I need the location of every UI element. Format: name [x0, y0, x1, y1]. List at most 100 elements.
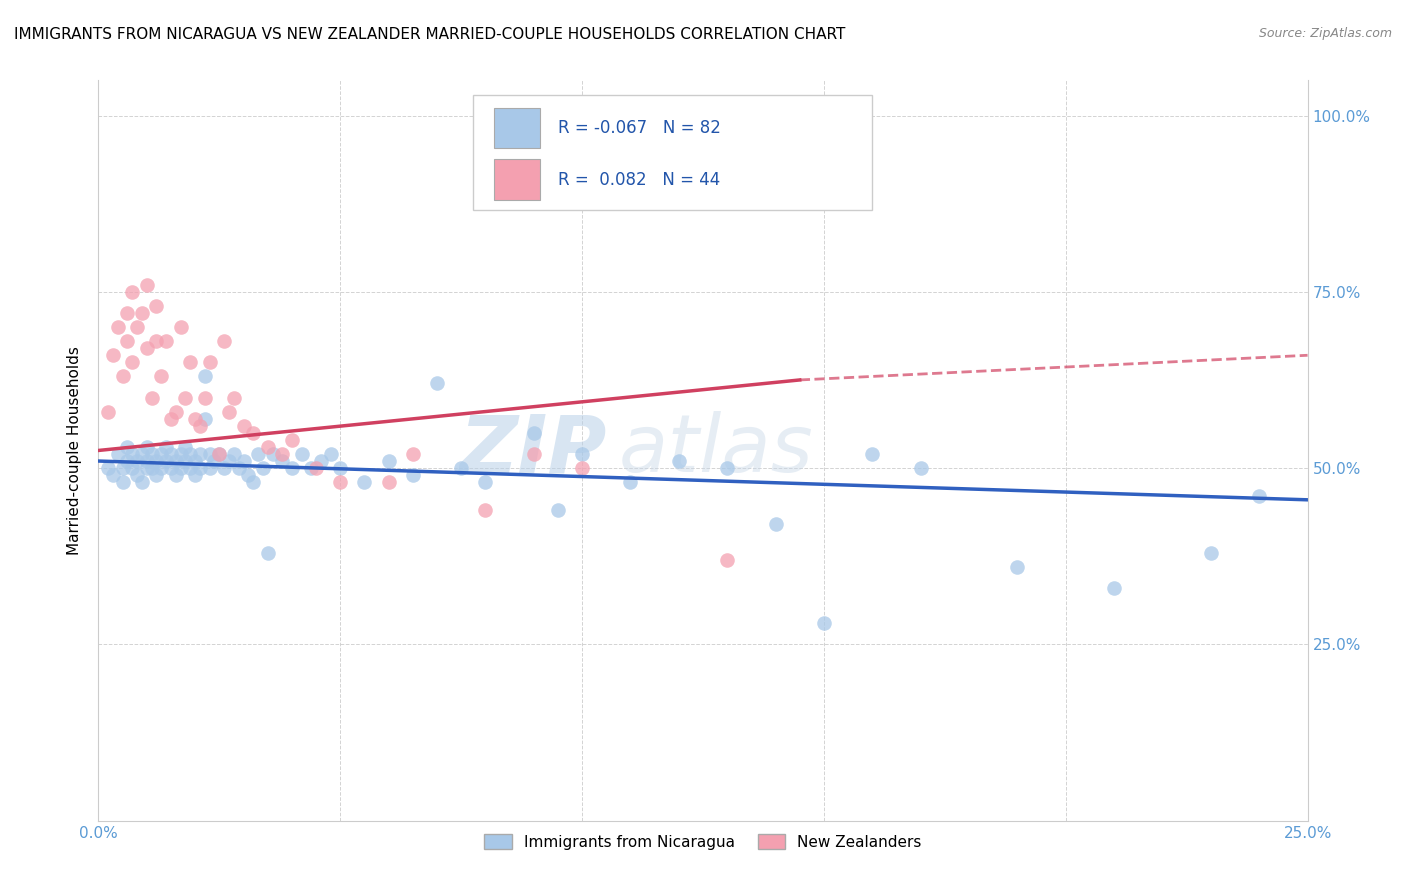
Point	[329, 461, 352, 475]
Point	[212, 461, 235, 475]
Point	[97, 461, 120, 475]
Point	[242, 475, 264, 490]
Y-axis label: Married-couple Households: Married-couple Households	[67, 346, 83, 555]
Point	[208, 447, 231, 461]
Point	[218, 405, 240, 419]
Point	[121, 447, 143, 461]
Point	[135, 440, 157, 454]
Point	[150, 461, 173, 475]
Point	[232, 454, 254, 468]
Point	[184, 468, 207, 483]
Point	[97, 405, 120, 419]
Point	[402, 468, 425, 483]
Point	[160, 461, 183, 475]
Point	[262, 447, 284, 461]
Point	[1199, 546, 1222, 560]
Point	[101, 468, 124, 483]
Point	[813, 616, 835, 631]
Point	[155, 454, 177, 468]
Point	[281, 433, 304, 447]
Point	[169, 461, 191, 475]
Text: IMMIGRANTS FROM NICARAGUA VS NEW ZEALANDER MARRIED-COUPLE HOUSEHOLDS CORRELATION: IMMIGRANTS FROM NICARAGUA VS NEW ZEALAND…	[14, 27, 845, 42]
Point	[117, 440, 139, 454]
Point	[121, 355, 143, 369]
Point	[121, 461, 143, 475]
Point	[571, 447, 593, 461]
Point	[145, 299, 167, 313]
Point	[474, 503, 496, 517]
Point	[198, 447, 221, 461]
Point	[271, 454, 294, 468]
Point	[238, 468, 260, 483]
Point	[228, 461, 250, 475]
Point	[668, 454, 690, 468]
Point	[329, 475, 352, 490]
Point	[716, 553, 738, 567]
Point	[135, 277, 157, 292]
Point	[271, 447, 294, 461]
Point	[426, 376, 449, 391]
Point	[194, 369, 217, 384]
Point	[184, 411, 207, 425]
Point	[169, 320, 191, 334]
Point	[117, 306, 139, 320]
Point	[145, 468, 167, 483]
Point	[111, 369, 134, 384]
Point	[319, 447, 342, 461]
Point	[377, 454, 399, 468]
Point	[184, 454, 207, 468]
Point	[145, 334, 167, 348]
Point	[218, 454, 240, 468]
Point	[204, 454, 226, 468]
Point	[179, 447, 201, 461]
Point	[101, 348, 124, 362]
Point	[1102, 581, 1125, 595]
Point	[198, 355, 221, 369]
Point	[256, 546, 278, 560]
Point	[377, 475, 399, 490]
Point	[252, 461, 274, 475]
FancyBboxPatch shape	[474, 95, 872, 210]
Point	[174, 391, 197, 405]
Point	[135, 454, 157, 468]
Point	[194, 411, 217, 425]
Point	[290, 447, 312, 461]
Point	[281, 461, 304, 475]
Point	[135, 341, 157, 355]
Point	[107, 320, 129, 334]
Point	[256, 440, 278, 454]
Point	[160, 411, 183, 425]
Point	[309, 454, 332, 468]
Point	[179, 355, 201, 369]
Point	[222, 447, 245, 461]
Text: R =  0.082   N = 44: R = 0.082 N = 44	[558, 171, 720, 189]
Point	[165, 454, 187, 468]
Point	[402, 447, 425, 461]
Point	[111, 475, 134, 490]
Point	[145, 454, 167, 468]
Point	[571, 461, 593, 475]
Point	[117, 454, 139, 468]
Point	[111, 461, 134, 475]
Point	[188, 418, 211, 433]
Point	[212, 334, 235, 348]
Point	[188, 461, 211, 475]
Legend: Immigrants from Nicaragua, New Zealanders: Immigrants from Nicaragua, New Zealander…	[477, 826, 929, 857]
Point	[131, 306, 153, 320]
Point	[169, 447, 191, 461]
Point	[155, 440, 177, 454]
Point	[141, 447, 163, 461]
Point	[107, 447, 129, 461]
Point	[910, 461, 932, 475]
Point	[165, 405, 187, 419]
Point	[232, 418, 254, 433]
Point	[716, 461, 738, 475]
Point	[860, 447, 883, 461]
Point	[131, 475, 153, 490]
Point	[188, 447, 211, 461]
Point	[127, 468, 149, 483]
Point	[117, 334, 139, 348]
Point	[1007, 559, 1029, 574]
Text: R = -0.067   N = 82: R = -0.067 N = 82	[558, 119, 721, 137]
Point	[1249, 489, 1271, 503]
